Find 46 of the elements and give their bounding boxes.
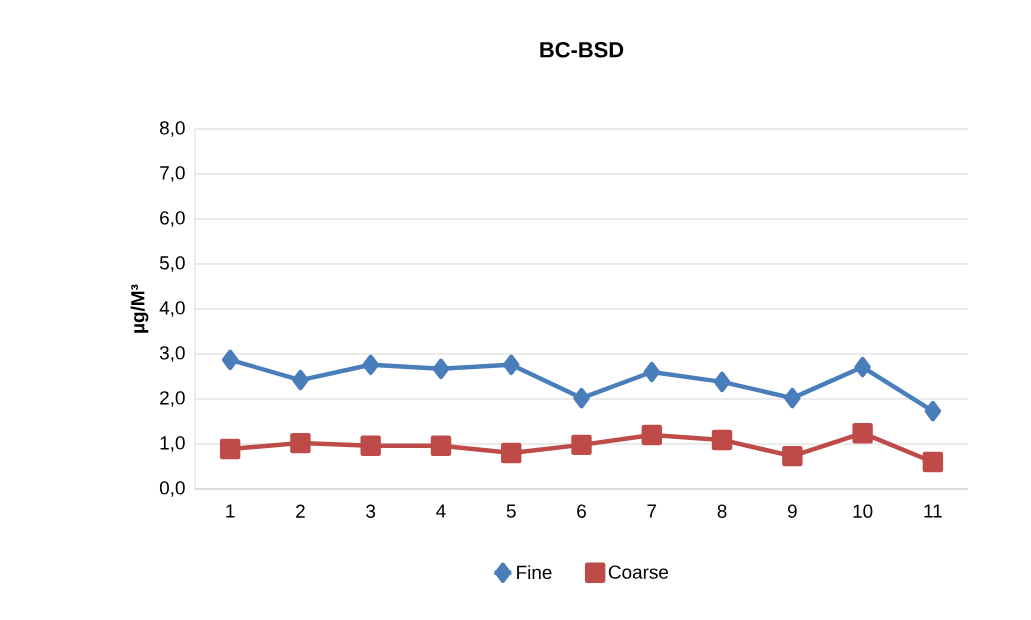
- y-tick-label: 0,0: [159, 481, 185, 497]
- point: [713, 371, 731, 393]
- legend-label: Coarse: [608, 565, 669, 579]
- x-tick-label: 4: [436, 504, 446, 518]
- point: [784, 387, 801, 409]
- chart-title: BC-BSD: [540, 41, 624, 58]
- x-tick-label: 3: [366, 504, 376, 518]
- point: [924, 400, 942, 422]
- x-tick-label: 7: [647, 504, 657, 518]
- point: [292, 369, 309, 391]
- point: [221, 349, 239, 371]
- point: [922, 451, 944, 473]
- x-tick-label: 9: [787, 504, 797, 518]
- point: [641, 424, 662, 446]
- point: [782, 445, 803, 467]
- y-tick-label: 8,0: [160, 121, 185, 137]
- y-tick-label: 2,0: [160, 391, 185, 407]
- point: [430, 435, 452, 456]
- point: [360, 435, 381, 456]
- point: [854, 356, 871, 378]
- y-tick-label: 6,0: [160, 211, 185, 227]
- x-tick-label: 5: [506, 504, 516, 518]
- x-tick-label: 10: [853, 504, 873, 518]
- y-tick-label: 3,0: [159, 346, 185, 362]
- y-axis-title: µg/M³: [130, 284, 149, 333]
- point: [290, 432, 311, 454]
- y-tick-label: 5,0: [159, 256, 185, 272]
- y-tick-label: 1,0: [160, 436, 185, 452]
- point: [643, 361, 660, 383]
- x-tick-label: 2: [296, 504, 305, 518]
- y-tick-label: 4,0: [159, 301, 185, 317]
- point: [219, 438, 241, 460]
- x-tick-label: 11: [924, 504, 942, 518]
- x-tick-label: 1: [226, 504, 235, 518]
- point: [571, 434, 592, 456]
- point: [852, 422, 873, 444]
- y-tick-label: 7,0: [160, 166, 185, 182]
- point: [573, 387, 590, 409]
- x-tick-label: 6: [577, 504, 586, 518]
- point: [501, 442, 522, 464]
- legend-label: Fine: [517, 565, 552, 580]
- point: [503, 354, 520, 375]
- point: [362, 354, 379, 375]
- point: [432, 358, 450, 380]
- x-tick-label: 8: [717, 504, 727, 518]
- point: [711, 429, 733, 451]
